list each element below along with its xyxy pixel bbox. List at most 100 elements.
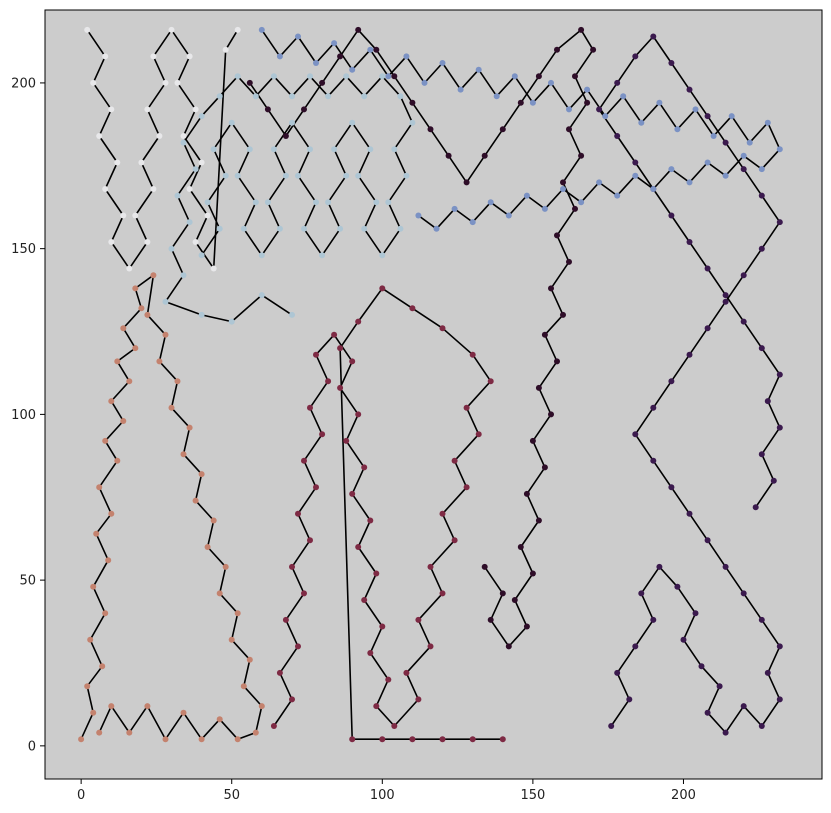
series-1-point-2 xyxy=(276,669,283,676)
series-2-line xyxy=(249,29,594,648)
series-1-point-33 xyxy=(427,643,434,650)
series-0-point-14 xyxy=(108,398,115,405)
series-4-point-0 xyxy=(258,26,265,33)
series-2-point-15 xyxy=(541,331,548,338)
series-1-point-6 xyxy=(289,563,295,570)
series-0-point-40 xyxy=(252,729,259,736)
series-5-point-51 xyxy=(186,219,193,226)
series-4-point-38 xyxy=(614,192,621,199)
series-2-point-25 xyxy=(572,73,578,80)
series-4-point-11 xyxy=(457,86,464,93)
series-0-point-19 xyxy=(138,305,145,312)
series-2-point-29 xyxy=(535,73,542,80)
series-4-point-45 xyxy=(487,199,494,206)
series-5-point-33 xyxy=(403,172,410,179)
series-5-point-12 xyxy=(264,199,271,206)
series-3-point-29 xyxy=(686,351,693,358)
series-6-point-3 xyxy=(108,106,115,113)
series-3-point-56 xyxy=(776,424,783,431)
series-1-point-10 xyxy=(301,457,307,464)
series-6-point-25 xyxy=(204,212,211,219)
series-4-point-10 xyxy=(439,60,446,66)
series-2-point-23 xyxy=(566,126,572,133)
series-4-point-47 xyxy=(451,205,458,212)
series-0-point-48 xyxy=(108,703,115,710)
series-0-point-32 xyxy=(204,544,211,550)
series-4-point-29 xyxy=(776,146,783,153)
series-1-point-24 xyxy=(373,570,380,577)
series-3-point-27 xyxy=(650,404,657,411)
series-1-point-37 xyxy=(451,537,458,544)
series-6-point-17 xyxy=(150,53,157,60)
y-tick-label: 150 xyxy=(11,242,36,257)
series-5-point-36 xyxy=(397,93,404,100)
y-tick-label: 50 xyxy=(19,574,36,589)
series-1-point-20 xyxy=(361,464,368,471)
series-1-point-36 xyxy=(427,563,434,570)
series-3-point-44 xyxy=(596,106,603,113)
series-6-point-23 xyxy=(198,159,205,166)
series-4-point-44 xyxy=(505,212,512,219)
series-0-point-39 xyxy=(258,703,265,710)
series-4-point-46 xyxy=(469,219,476,226)
series-5-point-8 xyxy=(252,199,259,206)
series-4-point-34 xyxy=(686,179,693,186)
series-3-point-14 xyxy=(740,703,747,710)
series-5-point-28 xyxy=(373,199,380,206)
series-5-point-44 xyxy=(252,93,259,100)
series-2-point-0 xyxy=(481,563,488,570)
series-4-point-23 xyxy=(674,126,681,133)
series-0-point-30 xyxy=(192,497,199,504)
series-0-point-49 xyxy=(96,729,103,736)
series-1-point-48 xyxy=(355,318,362,325)
series-0-point-25 xyxy=(174,378,181,385)
series-3-point-39 xyxy=(686,86,693,93)
series-0-point-15 xyxy=(126,378,133,385)
series-0-point-24 xyxy=(156,358,163,365)
series-4-point-5 xyxy=(349,66,356,73)
series-0-point-1 xyxy=(90,709,97,716)
series-5-point-58 xyxy=(289,311,295,318)
series-5-point-2 xyxy=(204,199,211,206)
series-5-point-31 xyxy=(397,225,404,232)
series-4-point-19 xyxy=(602,113,609,120)
series-3-point-36 xyxy=(740,166,747,173)
series-3-point-35 xyxy=(758,192,765,199)
series-3-point-38 xyxy=(704,113,711,120)
series-1-point-22 xyxy=(367,517,374,524)
series-6-point-19 xyxy=(186,53,193,60)
series-6-point-6 xyxy=(102,186,109,192)
series-5-point-30 xyxy=(379,252,386,259)
series-0-point-12 xyxy=(102,437,109,444)
series-0-point-5 xyxy=(102,610,109,617)
series-2-point-39 xyxy=(355,26,362,33)
series-0-point-33 xyxy=(222,563,229,570)
series-5-point-43 xyxy=(270,73,277,80)
series-6-point-13 xyxy=(138,159,145,166)
series-2-point-26 xyxy=(590,46,597,53)
series-4-point-27 xyxy=(746,139,753,146)
series-5-point-29 xyxy=(361,225,368,232)
series-5-point-54 xyxy=(162,298,169,305)
series-4-point-40 xyxy=(578,199,585,206)
series-2-point-41 xyxy=(319,79,326,86)
series-0-point-3 xyxy=(99,663,106,670)
series-5-point-18 xyxy=(313,199,319,206)
series-0-point-11 xyxy=(114,457,121,464)
series-6-point-1 xyxy=(102,53,109,60)
series-0-point-7 xyxy=(105,557,112,564)
path-lines-layer xyxy=(80,29,781,740)
series-4-point-31 xyxy=(740,152,747,159)
series-4-point-43 xyxy=(523,192,530,199)
series-3-point-49 xyxy=(686,239,693,245)
series-5-point-50 xyxy=(174,192,181,199)
series-3-point-48 xyxy=(668,212,675,219)
series-0-point-8 xyxy=(93,530,100,537)
series-1-point-18 xyxy=(355,411,362,418)
series-6-point-0 xyxy=(84,26,91,33)
series-2-point-30 xyxy=(517,99,524,106)
series-4-point-22 xyxy=(656,99,663,106)
series-3-point-52 xyxy=(740,318,747,325)
series-3-point-11 xyxy=(716,683,723,690)
series-1-point-19 xyxy=(343,437,350,444)
